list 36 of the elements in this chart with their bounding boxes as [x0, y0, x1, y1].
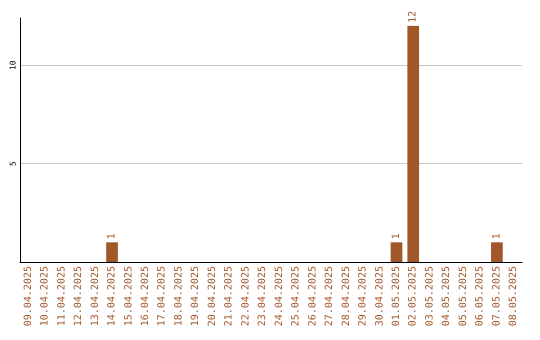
x-tick-label: 01.05.2025 — [391, 266, 402, 326]
x-tick-label: 18.04.2025 — [173, 266, 184, 326]
x-tick-label: 13.04.2025 — [90, 266, 101, 326]
x-tick-label: 11.04.2025 — [56, 266, 68, 326]
x-tick-label: 14.04.2025 — [106, 266, 118, 326]
x-tick-label: 07.05.2025 — [491, 266, 502, 326]
y-tick-label: 5 — [8, 161, 18, 166]
x-tick-label: 15.04.2025 — [123, 266, 134, 326]
x-tick-label: 28.04.2025 — [340, 266, 352, 326]
x-tick-label: 24.04.2025 — [274, 266, 285, 326]
data-label: 1 — [106, 233, 118, 240]
x-tick-label: 20.04.2025 — [206, 266, 218, 326]
data-label: 12 — [408, 10, 419, 23]
x-tick-label: 02.05.2025 — [408, 266, 419, 326]
x-tick-label: 25.04.2025 — [290, 266, 302, 326]
x-tick-label: 12.04.2025 — [73, 266, 84, 326]
x-tick-label: 17.04.2025 — [156, 266, 168, 326]
x-tick-label: 27.04.2025 — [324, 266, 336, 326]
x-tick-label: 03.05.2025 — [424, 266, 436, 326]
y-tick-label: 10 — [8, 60, 18, 70]
x-tick-label: 10.04.2025 — [40, 266, 51, 326]
x-tick-label: 04.05.2025 — [441, 266, 452, 326]
x-tick-label: 09.04.2025 — [22, 266, 34, 326]
x-tick-label: 29.04.2025 — [358, 266, 369, 326]
x-tick-label: 26.04.2025 — [307, 266, 318, 326]
x-tick-label: 16.04.2025 — [140, 266, 151, 326]
x-tick-label: 05.05.2025 — [458, 266, 469, 326]
x-tick-label: 30.04.2025 — [374, 266, 386, 326]
x-tick-label: 08.05.2025 — [508, 266, 520, 326]
x-tick-label: 21.04.2025 — [224, 266, 235, 326]
x-tick-label: 22.04.2025 — [240, 266, 252, 326]
data-label: 1 — [491, 233, 502, 240]
x-tick-label: 06.05.2025 — [474, 266, 486, 326]
x-tick-label: 19.04.2025 — [190, 266, 202, 326]
x-tick-label: 23.04.2025 — [257, 266, 268, 326]
data-label: 1 — [391, 233, 402, 240]
